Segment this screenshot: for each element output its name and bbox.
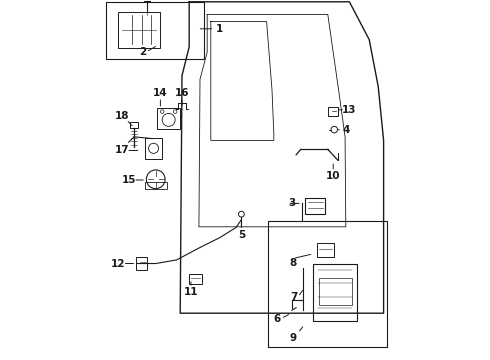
Text: 7: 7 [290, 292, 297, 302]
Text: 16: 16 [175, 88, 189, 98]
Text: 8: 8 [289, 258, 296, 268]
Text: 13: 13 [342, 105, 357, 115]
Text: 9: 9 [289, 333, 296, 343]
Text: 11: 11 [184, 287, 198, 297]
Text: 18: 18 [115, 111, 129, 121]
Bar [269, 221, 387, 347]
Text: 15: 15 [122, 175, 136, 185]
Text: 12: 12 [111, 258, 125, 269]
Bar [106, 2, 204, 59]
Text: 3: 3 [288, 198, 295, 208]
Text: 5: 5 [238, 230, 245, 240]
Text: 2: 2 [139, 47, 146, 57]
Text: 1: 1 [216, 24, 223, 34]
Text: 6: 6 [274, 314, 281, 324]
Text: 4: 4 [342, 125, 349, 135]
Text: 17: 17 [115, 145, 129, 156]
Text: 10: 10 [326, 171, 341, 181]
Text: 14: 14 [153, 88, 168, 98]
